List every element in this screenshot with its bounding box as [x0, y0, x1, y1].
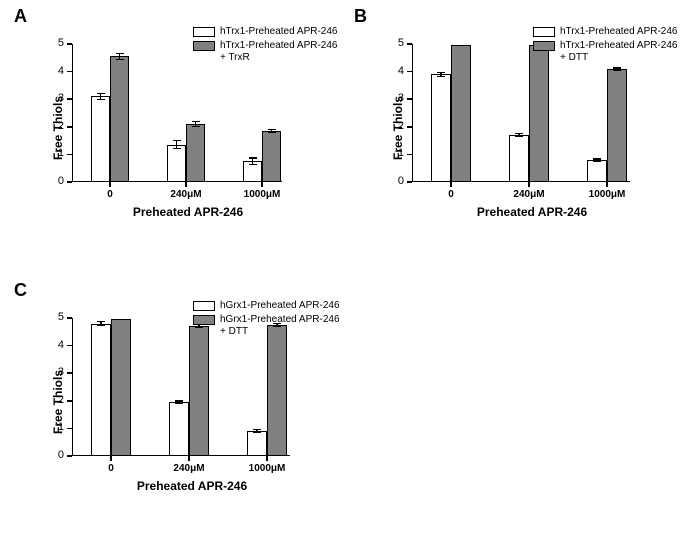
bar: [267, 325, 287, 456]
bar: [451, 45, 471, 182]
legend-swatch: [533, 41, 555, 51]
legend: hTrx1-Preheated APR-246 hTrx1-Preheated A…: [193, 26, 337, 66]
bar: [431, 74, 451, 182]
x-tick-label: 1000μM: [582, 189, 632, 200]
legend: hTrx1-Preheated APR-246 hTrx1-Preheated A…: [533, 26, 677, 66]
x-tick-label: 240μM: [164, 463, 214, 474]
y-tick-label: 4: [48, 65, 64, 77]
y-tick-label: 2: [388, 120, 404, 132]
panel-label-a: A: [14, 6, 27, 27]
y-tick-label: 3: [388, 92, 404, 104]
legend-swatch: [193, 41, 215, 51]
y-tick-label: 1: [48, 147, 64, 159]
y-tick-label: 2: [48, 394, 64, 406]
bar: [186, 124, 205, 182]
x-tick-label: 240μM: [161, 189, 211, 200]
y-tick-label: 5: [388, 37, 404, 49]
bar: [91, 324, 111, 456]
bar: [262, 131, 281, 182]
legend-text: hGrx1-Preheated APR-246: [220, 300, 340, 312]
bar: [587, 160, 607, 182]
x-axis-label: Preheated APR-246: [452, 205, 612, 219]
legend-row: hTrx1-Preheated APR-246 + TrxR: [193, 40, 337, 64]
panel-label-c: C: [14, 280, 27, 301]
legend-row: hTrx1-Preheated APR-246 + DTT: [533, 40, 677, 64]
legend-row: hGrx1-Preheated APR-246 + DTT: [193, 314, 340, 338]
bar: [110, 56, 129, 182]
bar: [509, 135, 529, 182]
x-tick-label: 1000μM: [242, 463, 292, 474]
y-tick-label: 5: [48, 37, 64, 49]
legend-text: hTrx1-Preheated APR-246 + DTT: [560, 40, 677, 64]
bar: [91, 96, 110, 182]
bar: [247, 431, 267, 456]
legend-swatch: [193, 315, 215, 325]
x-tick-label: 1000μM: [237, 189, 287, 200]
bar: [167, 145, 186, 182]
x-tick-label: 0: [85, 189, 135, 200]
legend-swatch: [533, 27, 555, 37]
legend-text: hGrx1-Preheated APR-246 + DTT: [220, 314, 340, 338]
legend-row: hTrx1-Preheated APR-246: [533, 26, 677, 38]
y-tick-label: 3: [48, 366, 64, 378]
y-tick-label: 4: [48, 339, 64, 351]
legend-swatch: [193, 27, 215, 37]
legend: hGrx1-Preheated APR-246 hGrx1-Preheated A…: [193, 300, 340, 340]
panel-label-b: B: [354, 6, 367, 27]
y-tick-label: 0: [48, 449, 64, 461]
legend-text: hTrx1-Preheated APR-246: [560, 26, 677, 38]
y-tick-label: 1: [388, 147, 404, 159]
y-tick-label: 1: [48, 421, 64, 433]
x-tick-label: 240μM: [504, 189, 554, 200]
y-tick-label: 0: [48, 175, 64, 187]
bar: [607, 69, 627, 182]
x-axis-label: Preheated APR-246: [112, 479, 272, 493]
y-tick-label: 4: [388, 65, 404, 77]
legend-text: hTrx1-Preheated APR-246 + TrxR: [220, 40, 337, 64]
legend-swatch: [193, 301, 215, 311]
y-tick-label: 3: [48, 92, 64, 104]
legend-row: hTrx1-Preheated APR-246: [193, 26, 337, 38]
bar: [169, 402, 189, 456]
x-axis-label: Preheated APR-246: [108, 205, 268, 219]
legend-text: hTrx1-Preheated APR-246: [220, 26, 337, 38]
x-tick-label: 0: [86, 463, 136, 474]
y-tick-label: 5: [48, 311, 64, 323]
y-tick-label: 0: [388, 175, 404, 187]
y-tick-label: 2: [48, 120, 64, 132]
x-tick-label: 0: [426, 189, 476, 200]
bar: [189, 326, 209, 456]
legend-row: hGrx1-Preheated APR-246: [193, 300, 340, 312]
bar: [111, 319, 131, 456]
